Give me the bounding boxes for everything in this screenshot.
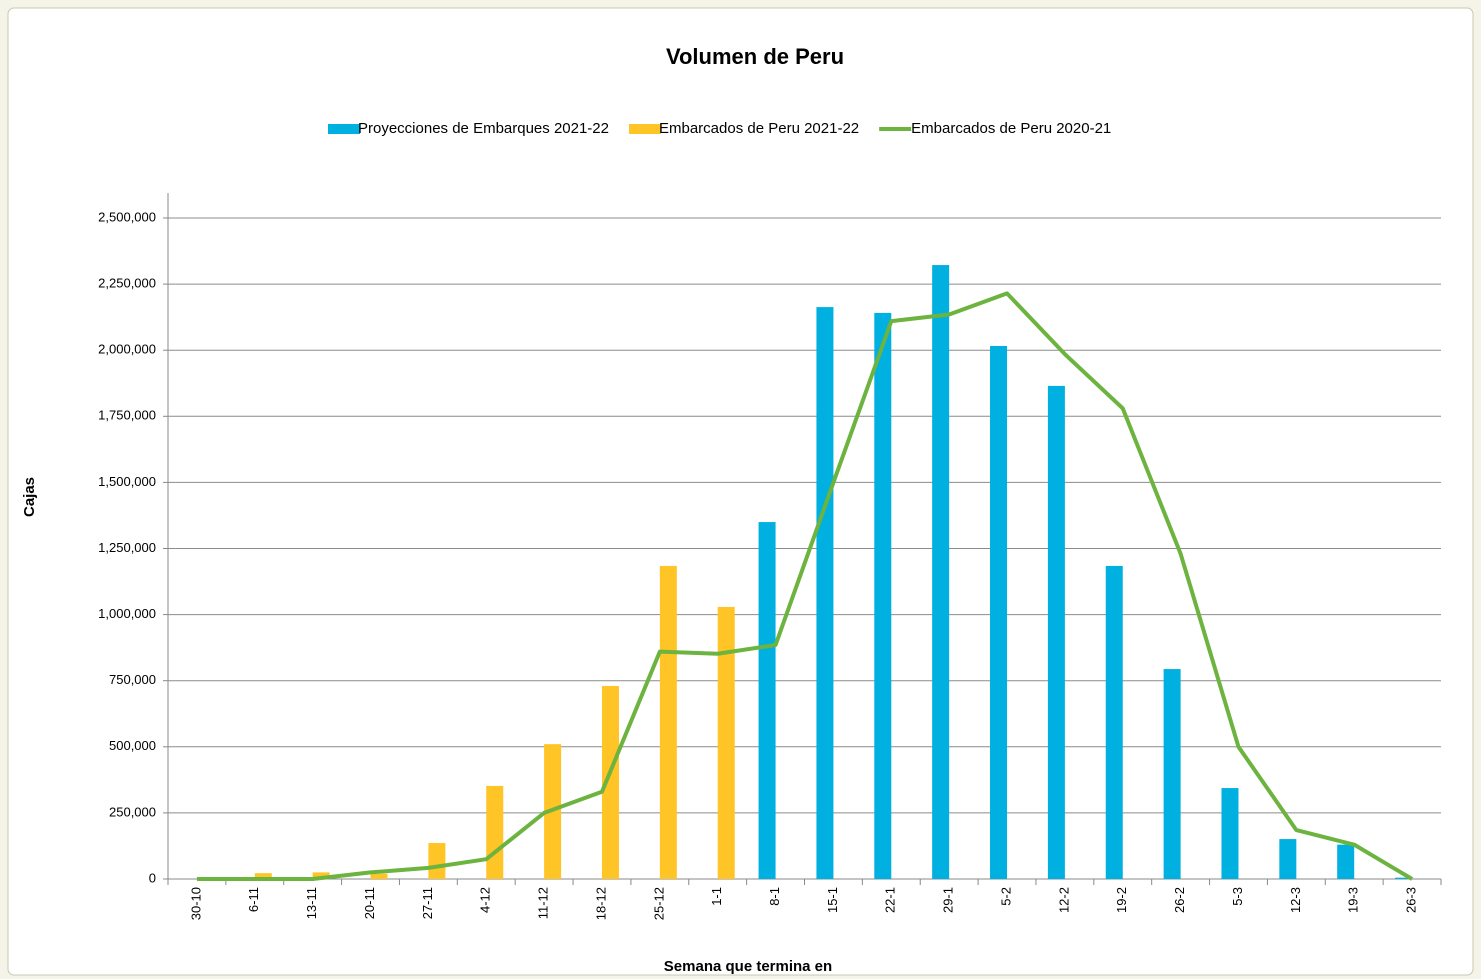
bar	[254, 873, 272, 879]
bar	[932, 265, 950, 879]
x-tick-label: 12-3	[1288, 887, 1303, 913]
y-tick-label: 250,000	[109, 804, 156, 819]
y-tick-label: 1,750,000	[98, 408, 156, 423]
x-tick-label: 18-12	[593, 887, 608, 920]
y-tick-label: 1,250,000	[98, 540, 156, 555]
bar	[874, 312, 892, 880]
chart-panel	[7, 7, 1474, 976]
y-tick-label: 2,000,000	[98, 342, 156, 357]
bar	[1047, 385, 1065, 879]
bar	[990, 345, 1008, 879]
y-tick-label: 2,500,000	[98, 209, 156, 224]
y-tick-label: 500,000	[109, 738, 156, 753]
line-series	[196, 291, 1414, 881]
x-tick-label: 26-3	[1404, 887, 1419, 913]
bar	[1105, 565, 1123, 879]
y-tick-label: 0	[149, 870, 156, 885]
bar	[1279, 839, 1297, 879]
y-tick-label: 750,000	[109, 672, 156, 687]
x-tick-label: 22-1	[883, 887, 898, 913]
bar	[1221, 788, 1239, 879]
x-tick-label: 30-10	[188, 887, 203, 920]
legend-label: Proyecciones de Embarques 2021-22	[358, 120, 609, 137]
x-tick-label: 27-11	[420, 887, 435, 919]
legend-label: Embarcados de Peru 2020-21	[911, 120, 1111, 137]
x-tick-label: 8-1	[767, 887, 782, 906]
x-tick-label: 11-12	[536, 887, 551, 919]
x-tick-label: 1-1	[709, 887, 724, 906]
bar	[816, 307, 834, 880]
x-tick-label: 12-2	[1056, 887, 1071, 913]
bar	[1337, 844, 1355, 879]
x-tick-label: 20-11	[362, 887, 377, 919]
y-tick-label: 2,250,000	[98, 276, 156, 291]
x-tick-label: 19-3	[1346, 887, 1361, 913]
x-tick-label: 29-1	[941, 887, 956, 913]
x-tick-label: 5-2	[998, 887, 1013, 906]
bar	[659, 565, 677, 879]
bar	[370, 873, 388, 879]
bar	[717, 606, 735, 879]
legend-swatch	[629, 124, 661, 134]
y-axis-label: Cajas	[21, 477, 38, 517]
x-axis-label: Semana que termina en	[664, 958, 832, 975]
y-tick-label: 1,500,000	[98, 474, 156, 489]
bar	[428, 843, 446, 879]
bar	[312, 872, 330, 879]
bar	[1163, 669, 1181, 879]
x-tick-label: 13-11	[304, 887, 319, 919]
legend-swatch	[328, 124, 360, 134]
x-tick-label: 6-11	[246, 887, 261, 912]
bar	[1395, 877, 1413, 879]
bar	[486, 785, 504, 879]
x-tick-label: 15-1	[825, 887, 840, 913]
x-tick-label: 19-2	[1114, 887, 1129, 913]
x-tick-label: 26-2	[1172, 887, 1187, 913]
legend-label: Embarcados de Peru 2021-22	[659, 120, 859, 137]
x-tick-label: 4-12	[478, 887, 493, 913]
chart-title: Volumen de Peru	[666, 44, 844, 69]
bar	[758, 522, 776, 879]
y-tick-label: 1,000,000	[98, 606, 156, 621]
x-tick-label: 5-3	[1230, 887, 1245, 906]
x-tick-label: 25-12	[651, 887, 666, 920]
bar	[601, 685, 619, 879]
